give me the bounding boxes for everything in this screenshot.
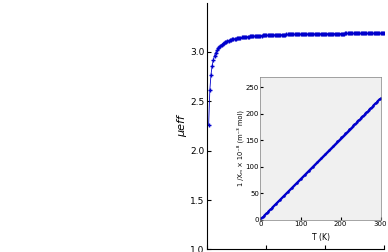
Y-axis label: μeff: μeff (178, 115, 187, 137)
